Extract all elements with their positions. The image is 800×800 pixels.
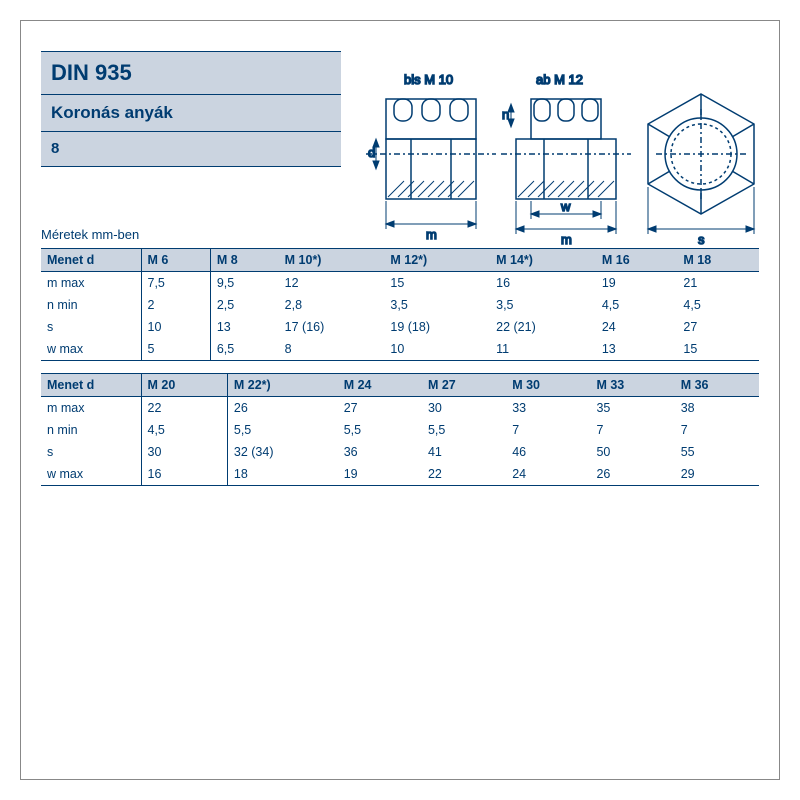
table-cell: 2,8 bbox=[279, 294, 385, 316]
size-header: M 30 bbox=[506, 374, 590, 397]
param-label: m max bbox=[41, 397, 141, 420]
table-cell: 26 bbox=[590, 463, 674, 486]
row-header: Menet d bbox=[41, 249, 141, 272]
table-cell: 41 bbox=[422, 441, 506, 463]
table-cell: 4,5 bbox=[596, 294, 678, 316]
svg-text:m: m bbox=[426, 227, 437, 242]
table-cell: 11 bbox=[490, 338, 596, 361]
size-header: M 22*) bbox=[227, 374, 337, 397]
table-cell: 18 bbox=[227, 463, 337, 486]
table-cell: 50 bbox=[590, 441, 674, 463]
table-cell: 24 bbox=[506, 463, 590, 486]
technical-diagram: bis M 10 bbox=[356, 69, 756, 289]
table-cell: 10 bbox=[141, 316, 210, 338]
table-cell: 4,5 bbox=[677, 294, 759, 316]
size-header: M 20 bbox=[141, 374, 227, 397]
grade-text: 8 bbox=[51, 126, 59, 207]
table-cell: 4,5 bbox=[141, 419, 227, 441]
table-cell: 5,5 bbox=[227, 419, 337, 441]
table-cell: 30 bbox=[422, 397, 506, 420]
table-cell: 7 bbox=[590, 419, 674, 441]
table-cell: 35 bbox=[590, 397, 674, 420]
table-cell: 3,5 bbox=[384, 294, 490, 316]
table-cell: 36 bbox=[338, 441, 422, 463]
grade-cell: 8 bbox=[41, 131, 341, 167]
table-cell: 22 (21) bbox=[490, 316, 596, 338]
row-header: Menet d bbox=[41, 374, 141, 397]
table-cell: 5 bbox=[141, 338, 210, 361]
standard-title: DIN 935 bbox=[41, 51, 341, 94]
svg-text:n: n bbox=[502, 107, 509, 122]
table-cell: 5,5 bbox=[338, 419, 422, 441]
product-name-text: Koronás anyák bbox=[51, 93, 173, 132]
table-cell: 22 bbox=[422, 463, 506, 486]
product-name: Koronás anyák bbox=[41, 94, 341, 131]
table-cell: 19 bbox=[338, 463, 422, 486]
table-cell: 27 bbox=[338, 397, 422, 420]
table-cell: 8 bbox=[279, 338, 385, 361]
table-cell: 2,5 bbox=[210, 294, 278, 316]
table-cell: 6,5 bbox=[210, 338, 278, 361]
table-cell: 30 bbox=[141, 441, 227, 463]
param-label: w max bbox=[41, 463, 141, 486]
size-header: M 8 bbox=[210, 249, 278, 272]
table-cell: 29 bbox=[675, 463, 759, 486]
table-cell: 9,5 bbox=[210, 272, 278, 295]
table-cell: 7 bbox=[506, 419, 590, 441]
svg-text:m: m bbox=[561, 232, 572, 247]
table-cell: 38 bbox=[675, 397, 759, 420]
table-cell: 3,5 bbox=[490, 294, 596, 316]
table-cell: 13 bbox=[596, 338, 678, 361]
table-cell: 5,5 bbox=[422, 419, 506, 441]
param-label: s bbox=[41, 316, 141, 338]
svg-text:w: w bbox=[560, 199, 571, 214]
table-cell: 7 bbox=[675, 419, 759, 441]
size-header: M 24 bbox=[338, 374, 422, 397]
table-cell: 13 bbox=[210, 316, 278, 338]
size-header: M 27 bbox=[422, 374, 506, 397]
table-cell: 16 bbox=[141, 463, 227, 486]
diagram-label-right: ab M 12 bbox=[536, 72, 583, 87]
table-cell: 27 bbox=[677, 316, 759, 338]
table-cell: 33 bbox=[506, 397, 590, 420]
table-cell: 24 bbox=[596, 316, 678, 338]
diagram-label-left: bis M 10 bbox=[404, 72, 453, 87]
table-cell: 55 bbox=[675, 441, 759, 463]
table-cell: 2 bbox=[141, 294, 210, 316]
table-cell: 19 (18) bbox=[384, 316, 490, 338]
table-cell: 17 (16) bbox=[279, 316, 385, 338]
param-label: n min bbox=[41, 419, 141, 441]
svg-text:d: d bbox=[368, 145, 375, 160]
dimensions-table: Menet dM 20M 22*)M 24M 27M 30M 33M 36 m m… bbox=[41, 373, 759, 486]
param-label: n min bbox=[41, 294, 141, 316]
param-label: w max bbox=[41, 338, 141, 361]
table-cell: 7,5 bbox=[141, 272, 210, 295]
table-cell: 10 bbox=[384, 338, 490, 361]
table-cell: 32 (34) bbox=[227, 441, 337, 463]
size-header: M 33 bbox=[590, 374, 674, 397]
table-cell: 26 bbox=[227, 397, 337, 420]
svg-text:s: s bbox=[698, 232, 705, 247]
table-cell: 22 bbox=[141, 397, 227, 420]
size-header: M 36 bbox=[675, 374, 759, 397]
table-cell: 46 bbox=[506, 441, 590, 463]
table-cell: 15 bbox=[677, 338, 759, 361]
header-box: DIN 935 Koronás anyák 8 bbox=[41, 51, 341, 167]
param-label: m max bbox=[41, 272, 141, 295]
size-header: M 6 bbox=[141, 249, 210, 272]
param-label: s bbox=[41, 441, 141, 463]
standard-code: DIN 935 bbox=[51, 60, 132, 85]
